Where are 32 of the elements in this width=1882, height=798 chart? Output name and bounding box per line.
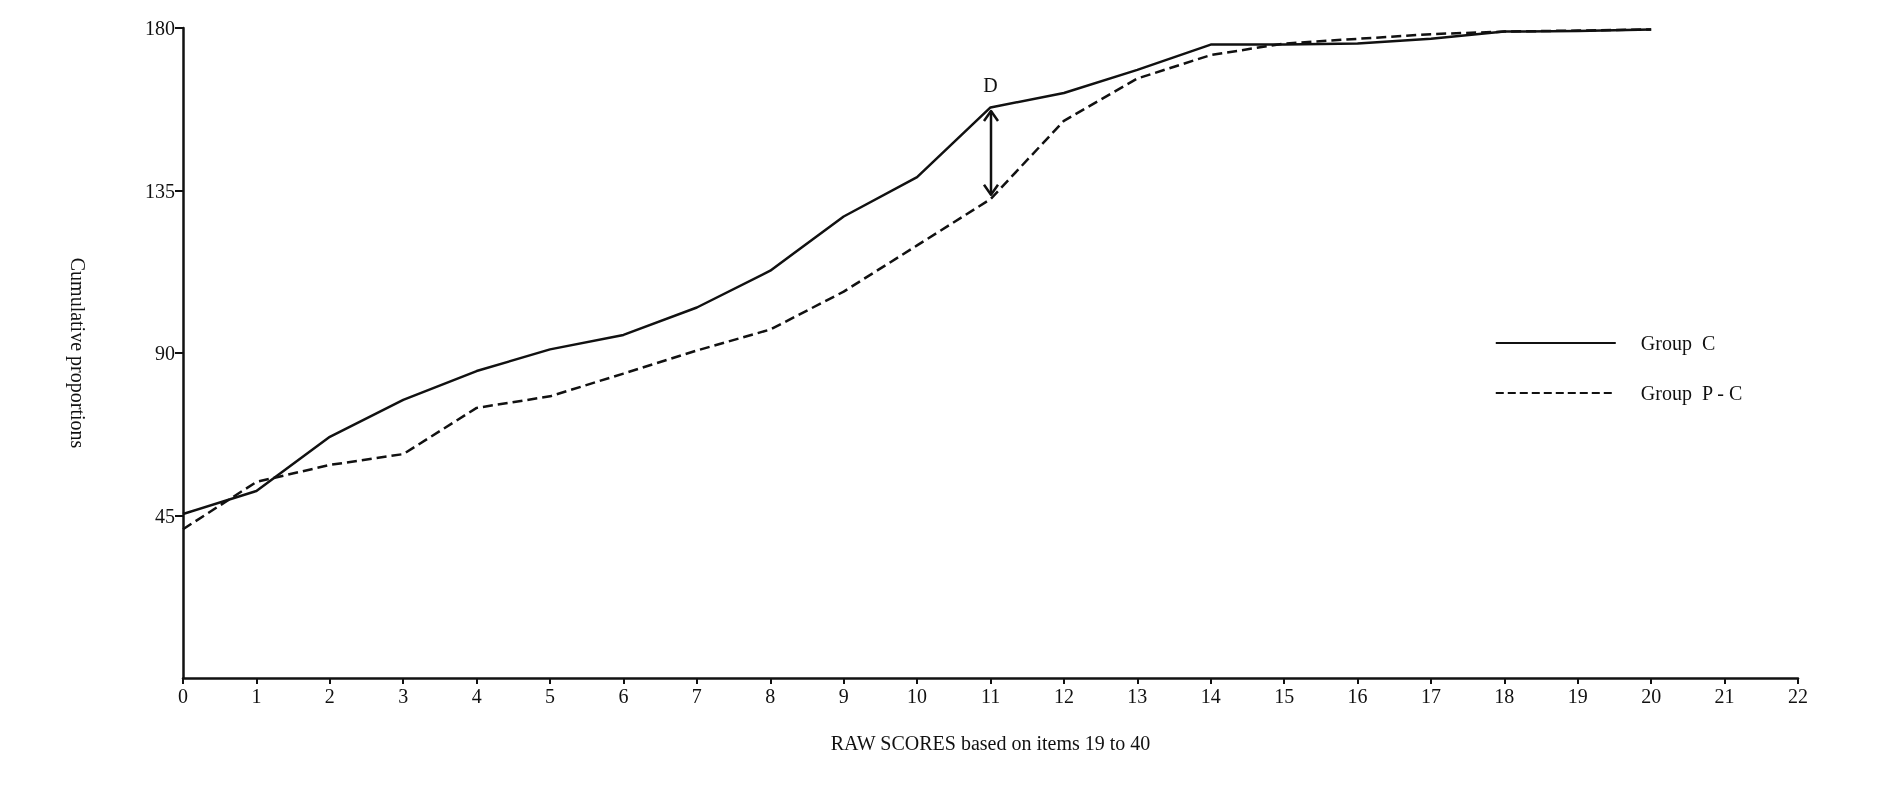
- text: Group P - C: [1640, 382, 1743, 405]
- x-tick-label: 5: [545, 685, 556, 707]
- x-tick-label: 2: [324, 685, 335, 707]
- x-tick-label: 10: [907, 685, 928, 707]
- x-tick-label: 19: [1567, 685, 1588, 707]
- y-tick-label: 135: [145, 179, 175, 202]
- y-tick-label: 180: [145, 17, 175, 39]
- x-tick-label: 6: [618, 685, 629, 707]
- x-tick-label: 8: [765, 685, 776, 707]
- x-tick-label: 20: [1641, 685, 1662, 707]
- x-tick-label: 0: [178, 685, 188, 707]
- x-tick-label: 3: [398, 685, 409, 707]
- y-tick-label: 90: [155, 342, 175, 364]
- x-tick-label: 12: [1053, 685, 1074, 707]
- x-tick-label: 7: [691, 685, 702, 707]
- x-tick-label: 11: [980, 685, 1001, 707]
- x-tick-label: 17: [1420, 685, 1441, 707]
- x-tick-label: 18: [1494, 685, 1515, 707]
- x-tick-label: 4: [471, 685, 482, 707]
- x-tick-label: 22: [1788, 685, 1808, 707]
- x-tick-label: 9: [838, 685, 849, 707]
- y-axis-title: Cumulative proportions: [66, 257, 89, 449]
- x-tick-label: 14: [1200, 685, 1221, 707]
- y-tick-label: 45: [155, 504, 175, 527]
- x-tick-label: 15: [1274, 685, 1295, 707]
- x-tick-label: 21: [1714, 685, 1735, 707]
- x-tick-label: 13: [1127, 685, 1148, 707]
- x-tick-label: 16: [1347, 685, 1368, 707]
- annotation: D: [983, 74, 998, 97]
- x-axis-title: RAW SCORES based on items 19 to 40: [830, 732, 1151, 754]
- text: Group C: [1640, 332, 1716, 355]
- x-tick-label: 1: [251, 685, 262, 707]
